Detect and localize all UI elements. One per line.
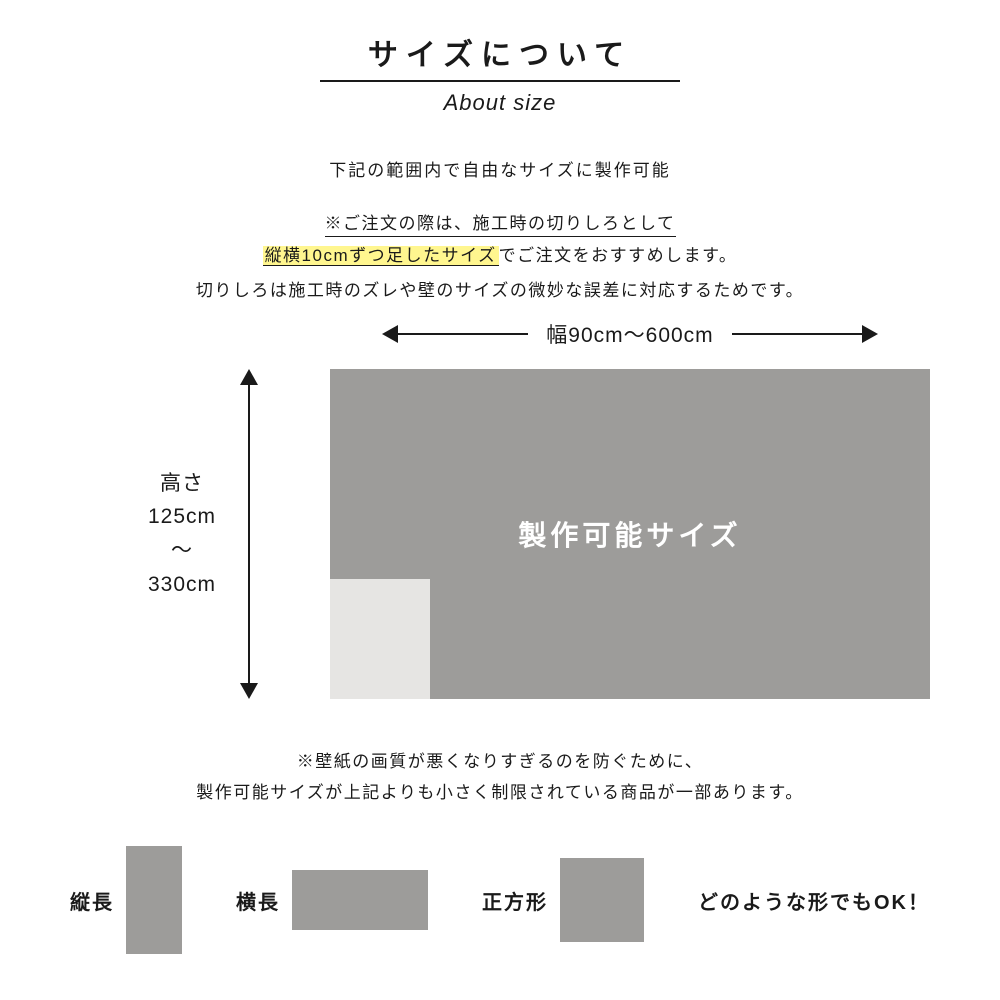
title-divider [320,80,680,82]
arrow-vertical-icon [240,369,258,699]
shape-square-item: 正方形 [482,858,644,942]
arrow-left-icon [382,325,528,343]
shape-square-label: 正方形 [482,886,548,915]
description-limitation: ※壁紙の画質が悪くなりすぎるのを防ぐために、 製作可能サイズが上記よりも小さく制… [60,747,940,808]
height-label: 高さ 125cm 〜 330cm [148,467,216,601]
width-dimension-row: 幅90cm〜600cm [330,319,930,349]
size-info-container: サイズについて About size 下記の範囲内で自由なサイズに製作可能 ※ご… [0,0,1000,984]
shape-tall-item: 縦長 [70,846,182,954]
description-margin-reason: 切りしろは施工時のズレや壁のサイズの微妙な誤差に対応するためです。 [60,276,940,301]
recommendation-rest: でご注文をおすすめします。 [499,246,738,265]
description-range: 下記の範囲内で自由なサイズに製作可能 [60,156,940,181]
description-recommendation: ※ご注文の際は、施工時の切りしろとして 縦横10cmずつ足したサイズでご注文をお… [60,209,940,266]
shape-wide-item: 横長 [236,870,428,930]
recommendation-line1: ※ご注文の際は、施工時の切りしろとして [325,209,676,237]
main-rect-label: 製作可能サイズ [518,514,741,554]
size-diagram: 幅90cm〜600cm 高さ 125cm 〜 330cm 製作可能サイズ [60,319,940,719]
shapes-final-text: どのような形でもOK！ [698,886,930,915]
arrow-right-icon [732,325,878,343]
width-label: 幅90cm〜600cm [546,319,713,349]
min-size-rect [330,579,430,699]
height-dimension-col: 高さ 125cm 〜 330cm [130,369,320,699]
recommendation-highlight: 縦横10cmずつ足したサイズ [263,246,499,266]
title-section: サイズについて About size [60,30,940,116]
main-size-rect: 製作可能サイズ [330,369,930,699]
title-japanese: サイズについて [60,30,940,74]
shape-square-icon [560,858,644,942]
shapes-row: 縦長 横長 正方形 どのような形でもOK！ [60,846,940,954]
shape-wide-icon [292,870,428,930]
title-english: About size [60,90,940,116]
shape-tall-icon [126,846,182,954]
shape-wide-label: 横長 [236,886,280,915]
recommendation-line2: 縦横10cmずつ足したサイズでご注文をおすすめします。 [60,241,940,266]
shape-tall-label: 縦長 [70,886,114,915]
